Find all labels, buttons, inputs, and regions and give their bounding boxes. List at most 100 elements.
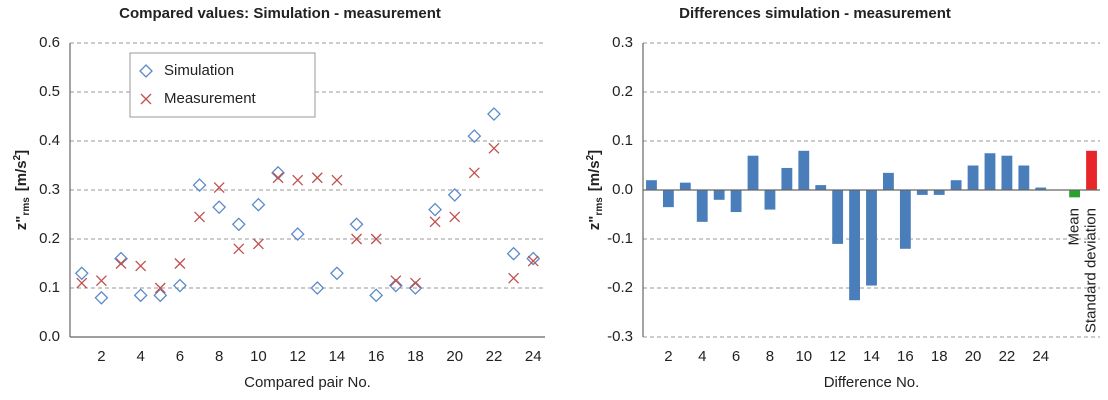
x-tick-label: 14: [329, 348, 346, 365]
point: [447, 187, 462, 202]
x-tick-label: 4: [136, 348, 144, 365]
point: [390, 275, 402, 287]
point: [114, 251, 128, 266]
point: [94, 290, 109, 305]
point: [409, 277, 421, 289]
y-axis-label-part: z": [13, 216, 30, 231]
legend-marker: [140, 93, 152, 105]
point: [369, 288, 384, 303]
bar: [730, 190, 742, 213]
point: [408, 281, 423, 295]
legend-label: Measurement: [164, 90, 257, 107]
x-tick-label: 8: [215, 348, 223, 365]
point: [506, 246, 521, 261]
bar: [679, 182, 691, 190]
point: [526, 251, 541, 266]
x-tick-label: 6: [732, 348, 740, 365]
bar: [1018, 165, 1030, 190]
bar: [1069, 190, 1081, 198]
x-tick-label: 16: [368, 348, 385, 365]
point: [292, 174, 304, 186]
bar: [696, 190, 708, 222]
point: [271, 165, 285, 180]
point: [370, 233, 382, 245]
point: [449, 211, 461, 223]
point: [95, 275, 107, 287]
point: [467, 129, 482, 144]
point: [174, 258, 186, 269]
chart-title: Compared values: Simulation - measuremen…: [119, 5, 441, 22]
y-axis-label-part: [m/s: [586, 160, 603, 191]
point: [252, 238, 264, 250]
chart-title: Differences simulation - measurement: [679, 5, 951, 22]
point: [135, 260, 147, 272]
x-axis-label: Difference No.: [824, 374, 920, 391]
x-tick-label: 18: [931, 348, 948, 365]
x-tick-label: 12: [289, 348, 306, 365]
y-tick-label: 0.4: [39, 132, 60, 149]
point: [153, 288, 168, 303]
y-tick-label: 0.3: [612, 34, 633, 51]
bar: [849, 190, 860, 301]
x-tick-label: 2: [97, 348, 105, 365]
y-tick-label: 0.1: [612, 132, 633, 149]
point: [115, 258, 127, 269]
bar: [883, 172, 894, 190]
point: [154, 282, 166, 294]
y-tick-label: 0.1: [39, 279, 60, 296]
point: [468, 167, 480, 179]
point: [172, 278, 187, 293]
y-tick-label: 0.0: [612, 181, 633, 198]
x-tick-label: 2: [664, 348, 672, 365]
legend-marker: [139, 64, 153, 78]
legend-box: [129, 52, 316, 118]
x-tick-label: 10: [795, 348, 812, 365]
x-tick-label: 20: [965, 348, 982, 365]
bar: [967, 165, 979, 190]
bar: [950, 180, 962, 190]
x-tick-label: Mean: [1066, 208, 1083, 246]
x-axis-label: Compared pair No.: [244, 374, 371, 391]
bar: [713, 190, 725, 200]
bar: [933, 190, 945, 195]
y-tick-label: 0.6: [39, 34, 60, 51]
x-tick-label: 14: [863, 348, 880, 365]
point: [194, 211, 206, 223]
bar: [984, 153, 996, 190]
x-tick-label: 24: [525, 348, 542, 365]
point: [133, 288, 148, 303]
bar: [866, 190, 877, 286]
point: [428, 202, 443, 217]
y-axis-label-part: z": [586, 216, 603, 231]
bar: [646, 180, 657, 190]
bar: [1086, 150, 1097, 190]
y-tick-label: 0.3: [39, 181, 60, 198]
x-tick-label: 24: [1032, 348, 1049, 365]
y-axis-label-part: 2: [12, 154, 23, 160]
point: [272, 172, 284, 184]
bar: [781, 167, 793, 190]
y-axis-label: z"rms [m/s2]: [585, 150, 605, 230]
bar: [899, 190, 911, 249]
bar: [832, 190, 844, 244]
bar: [747, 155, 759, 190]
bar: [662, 190, 674, 208]
x-tick-label: 4: [698, 348, 706, 365]
point: [311, 172, 323, 184]
x-tick-label: 20: [446, 348, 463, 365]
point: [508, 272, 520, 284]
point: [212, 200, 227, 215]
point: [76, 277, 88, 289]
point: [233, 243, 245, 255]
y-tick-label: 0.5: [39, 83, 60, 100]
x-tick-label: 8: [766, 348, 774, 365]
y-tick-label: 0.2: [612, 83, 633, 100]
point: [74, 266, 89, 281]
y-tick-label: -0.3: [607, 328, 633, 345]
x-tick-label: 16: [897, 348, 914, 365]
point: [351, 233, 363, 245]
point: [331, 174, 343, 186]
point: [251, 197, 266, 212]
y-axis-label: z"rms [m/s2]: [12, 150, 32, 230]
